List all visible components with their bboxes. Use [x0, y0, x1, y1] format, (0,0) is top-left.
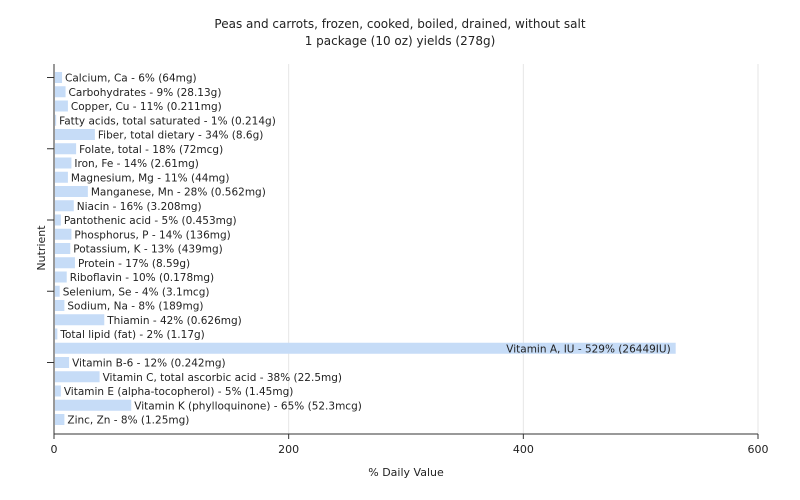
bar-label: Vitamin E (alpha-tocopherol) - 5% (1.45m…	[64, 386, 294, 398]
bar	[55, 228, 72, 240]
bar	[55, 143, 77, 155]
bar-label: Total lipid (fat) - 2% (1.17g)	[59, 329, 204, 341]
bar	[55, 271, 67, 283]
bar-label: Protein - 17% (8.59g)	[78, 258, 190, 270]
bar	[55, 186, 88, 197]
bar-label: Carbohydrates - 9% (28.13g)	[69, 87, 222, 99]
bar-label: Pantothenic acid - 5% (0.453mg)	[64, 215, 237, 227]
bar	[55, 342, 676, 354]
x-tick-label: 600	[748, 443, 769, 456]
bar	[55, 314, 105, 326]
bar	[55, 100, 68, 112]
bar	[55, 200, 74, 212]
bar-label: Selenium, Se - 4% (3.1mcg)	[63, 286, 210, 298]
bar	[55, 171, 68, 183]
bar	[55, 300, 65, 311]
bar	[55, 129, 95, 140]
bar-label: Sodium, Na - 8% (189mg)	[67, 301, 203, 313]
chart-title: Peas and carrots, frozen, cooked, boiled…	[214, 17, 585, 31]
x-axis-title: % Daily Value	[368, 466, 444, 479]
bar-label: Calcium, Ca - 6% (64mg)	[65, 73, 197, 85]
bar-label: Copper, Cu - 11% (0.211mg)	[71, 101, 222, 113]
bar-label: Magnesium, Mg - 11% (44mg)	[71, 172, 230, 184]
bar	[55, 285, 60, 297]
bar-label: Iron, Fe - 14% (2.61mg)	[74, 158, 198, 170]
axes-group: 0 200 400 600	[47, 64, 769, 456]
x-tick-label: 0	[51, 443, 58, 456]
bars-group: Calcium, Ca - 6% (64mg) Carbohydrates - 9…	[55, 72, 676, 427]
bar	[55, 86, 66, 98]
bar-label: Vitamin B-6 - 12% (0.242mg)	[72, 358, 226, 370]
bar	[55, 72, 63, 83]
bar	[55, 157, 72, 169]
bar-label: Manganese, Mn - 28% (0.562mg)	[91, 187, 266, 199]
bar	[55, 414, 65, 425]
bar	[55, 214, 61, 226]
bar-label: Fatty acids, total saturated - 1% (0.214…	[59, 115, 276, 127]
bar-label: Folate, total - 18% (72mcg)	[79, 144, 223, 156]
chart-subtitle: 1 package (10 oz) yields (278g)	[305, 34, 496, 48]
y-axis-title: Nutrient	[35, 225, 48, 271]
bar-label: Phosphorus, P - 14% (136mg)	[74, 229, 230, 241]
bar-label: Vitamin A, IU - 529% (26449IU)	[506, 343, 670, 355]
bar-label: Thiamin - 42% (0.626mg)	[106, 315, 242, 327]
bar-label: Riboflavin - 10% (0.178mg)	[70, 272, 214, 284]
bar	[55, 371, 100, 383]
bar	[55, 257, 75, 269]
x-tick-label: 200	[278, 443, 299, 456]
bar-label: Niacin - 16% (3.208mg)	[77, 201, 202, 213]
bar	[55, 385, 61, 397]
bar-label: Vitamin K (phylloquinone) - 65% (52.3mcg…	[134, 400, 362, 412]
bar	[55, 114, 57, 126]
bar-label: Potassium, K - 13% (439mg)	[73, 244, 223, 256]
bar	[55, 399, 132, 411]
bar-label: Zinc, Zn - 8% (1.25mg)	[67, 415, 189, 427]
bar	[55, 357, 70, 368]
x-tick-label: 400	[513, 443, 534, 456]
bar-label: Vitamin C, total ascorbic acid - 38% (22…	[103, 372, 342, 384]
bar	[55, 328, 58, 340]
bar	[55, 243, 71, 254]
gridlines	[288, 64, 759, 434]
bar-label: Fiber, total dietary - 34% (8.6g)	[98, 130, 263, 142]
